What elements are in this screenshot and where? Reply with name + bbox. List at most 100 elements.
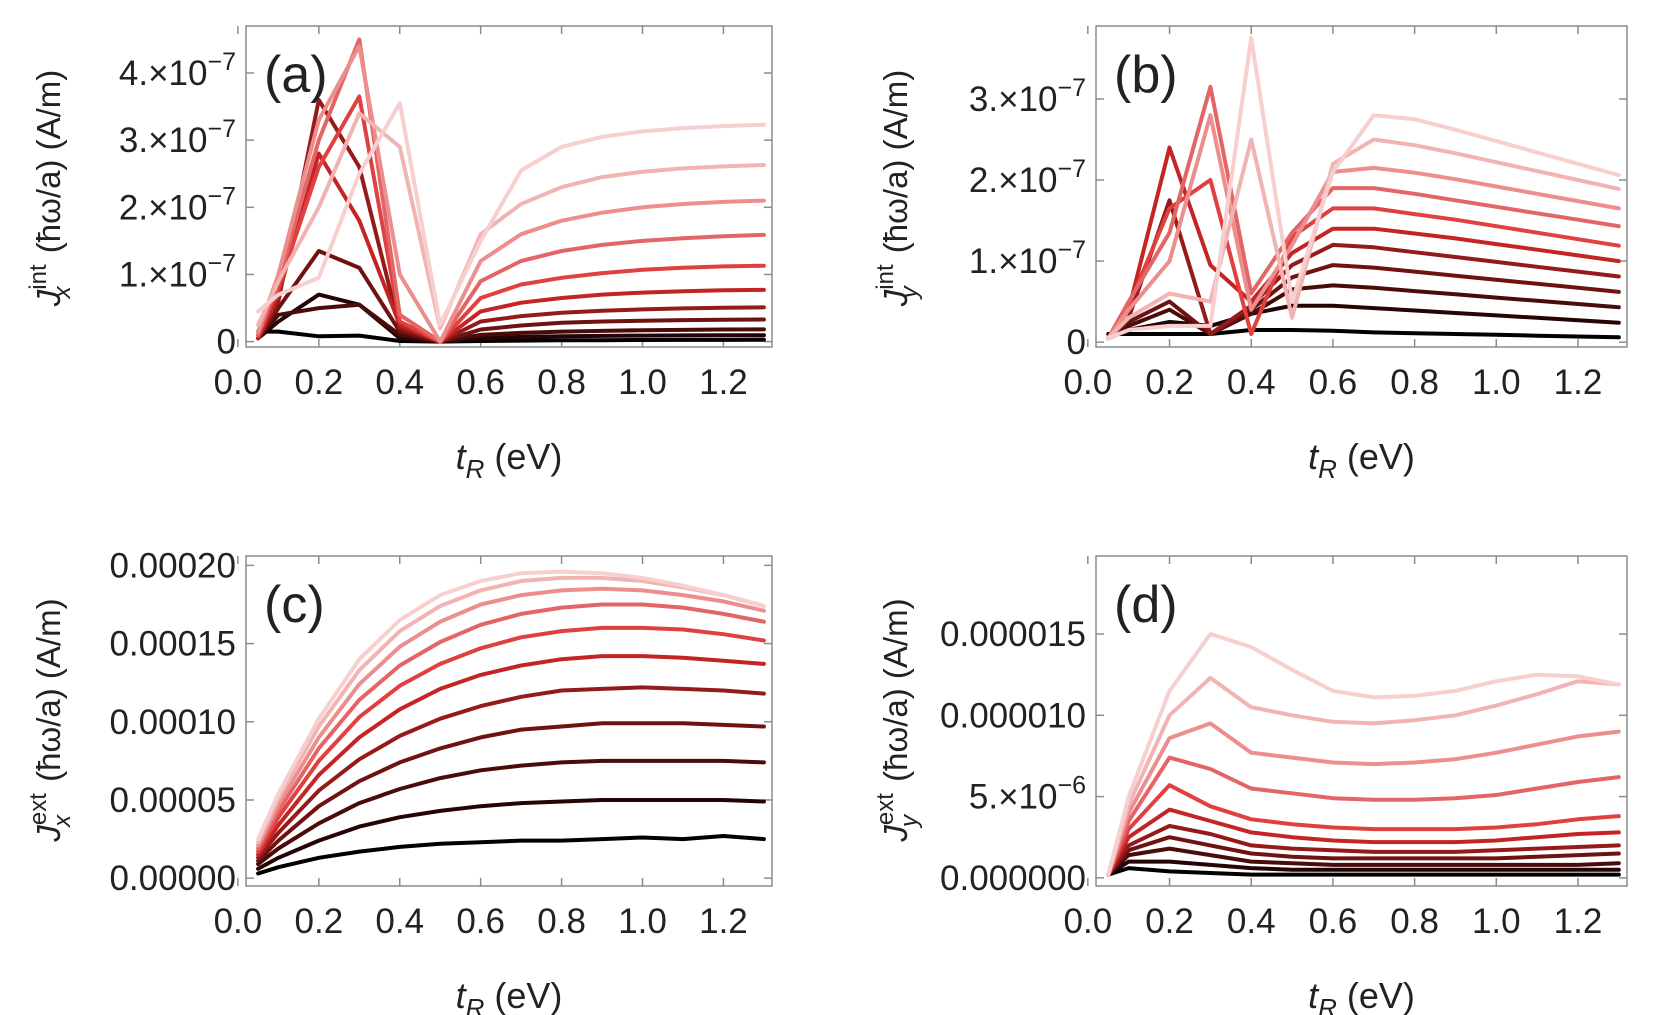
series-line-8	[1106, 84, 1621, 341]
y-tick-label-base: 1.×10	[969, 242, 1058, 281]
y-tick-label-base: 0.00005	[109, 781, 236, 820]
x-tick-label-text: 0.2	[1145, 363, 1194, 402]
series-line-11	[1106, 36, 1621, 341]
x-axis-label: tR (eV)	[1308, 975, 1415, 1015]
series-line-4	[1106, 835, 1621, 877]
x-tick-label-text: 0.8	[1390, 363, 1439, 402]
y-tick-label: 2.×10−7	[969, 155, 1086, 200]
panel-b: 0.0 0.2 0.4 0.6 0.8 1.0 1.201.×10−72.×10−73.×1…	[872, 25, 1628, 484]
panel-tag-text: (d)	[1114, 576, 1178, 634]
y-tick-label-exponent: −7	[1057, 155, 1086, 183]
series-line-8	[256, 602, 766, 851]
y-tick-label: 0.00015	[109, 625, 236, 664]
y-tick-label-base: 0.00020	[109, 546, 236, 585]
x-tick-label-text: 0.6	[456, 902, 505, 941]
series-line-4	[256, 721, 766, 863]
y-tick-label-base: 3.×10	[119, 121, 208, 160]
y-tick-label-base: 0.000000	[940, 859, 1086, 898]
y-tick-label-exponent: −7	[207, 182, 236, 210]
x-tick-label-text: 0.4	[375, 902, 424, 941]
series-line-11	[1106, 632, 1621, 877]
x-axis-label-main: t	[456, 436, 468, 477]
x-tick-label-text: 1.0	[1472, 902, 1521, 941]
y-axis-label-unit: (ħω/a) (A/m)	[877, 598, 914, 791]
y-tick-label-base: 0	[1067, 323, 1086, 362]
x-tick-label: 0.0	[1064, 902, 1113, 941]
x-tick-label-text: 0.0	[214, 902, 263, 941]
x-axis-label: tR (eV)	[456, 436, 563, 484]
series-line-9	[1106, 113, 1621, 341]
x-tick-label-text: 1.0	[618, 363, 667, 402]
y-axis-label-unit: (ħω/a) (A/m)	[30, 598, 67, 791]
y-tick-label: 0.00000	[109, 859, 236, 898]
y-tick-label-base: 0	[217, 323, 236, 362]
x-tick-label-text: 0.6	[1309, 902, 1358, 941]
y-tick-label-base: 2.×10	[119, 188, 208, 227]
x-tick-label: 0.2	[1145, 363, 1194, 402]
y-axis-label-unit: (ħω/a) (A/m)	[30, 70, 67, 263]
x-tick-label: 0.4	[1227, 902, 1276, 941]
x-tick-label-text: 0.2	[1145, 902, 1194, 941]
panel-tag-text: (b)	[1114, 46, 1178, 104]
x-tick-label: 0.4	[1227, 363, 1276, 402]
y-tick-label: 2.×10−7	[119, 182, 236, 227]
y-tick-label-base: 2.×10	[969, 161, 1058, 200]
x-tick-label: 0.2	[295, 902, 344, 941]
y-axis-label-subscript: x	[49, 285, 76, 299]
y-axis-label-main: J	[30, 825, 67, 843]
y-axis-label-superscript: ext	[25, 793, 52, 825]
series-line-1	[1106, 866, 1621, 877]
y-tick-label: 0	[1067, 323, 1086, 362]
y-axis-label-main: J	[30, 289, 67, 307]
series-line-3	[256, 302, 766, 344]
panel-d: 0.0 0.2 0.4 0.6 0.8 1.0 1.2 0.000000 5.×10−6 0.00…	[872, 555, 1628, 1015]
series-line-8	[256, 37, 766, 344]
y-tick-label-exponent: −7	[207, 249, 236, 277]
y-tick-label: 4.×10−7	[119, 48, 236, 93]
panel-tag-text: (a)	[264, 46, 328, 104]
x-axis-label-unit: (eV)	[484, 436, 562, 477]
series-line-5	[1106, 198, 1621, 341]
x-axis-label-main: t	[456, 975, 468, 1015]
series-line-10	[1106, 675, 1621, 877]
y-axis-label-superscript: ext	[872, 793, 899, 825]
series-line-2	[1106, 303, 1621, 341]
y-tick-label: 3.×10−7	[119, 115, 236, 160]
y-axis-label-subscript: y	[896, 284, 923, 300]
series-line-6	[1106, 807, 1621, 877]
x-tick-label-text: 0.4	[375, 363, 424, 402]
y-tick-label: 0.000000	[940, 859, 1086, 898]
series-line-8	[1106, 755, 1621, 877]
series-line-11	[256, 569, 766, 842]
y-tick-label: 3.×10−7	[969, 74, 1086, 119]
plot-frame	[245, 555, 773, 887]
y-axis-label-main: J	[877, 825, 914, 843]
x-tick-label: 0.0	[214, 902, 263, 941]
x-tick-label: 0.2	[295, 363, 344, 402]
x-tick-label: 0.6	[1309, 902, 1358, 941]
x-tick-label: 0.8	[537, 363, 586, 402]
x-axis-label-unit: (eV)	[1337, 436, 1415, 477]
y-tick-label: 0.00005	[109, 781, 236, 820]
y-tick-label-base: 0.00015	[109, 625, 236, 664]
series-line-3	[256, 758, 766, 867]
x-tick-label: 0.8	[1390, 363, 1439, 402]
x-axis-label-subscript: R	[1318, 454, 1337, 484]
series-line-2	[1106, 859, 1621, 877]
plot-frame	[1095, 25, 1628, 348]
y-tick-label-base: 0.00000	[109, 859, 236, 898]
x-axis-label: tR (eV)	[456, 975, 563, 1015]
y-tick-label-base: 0.000015	[940, 615, 1086, 654]
x-axis-label-main: t	[1308, 975, 1320, 1015]
x-tick-label-text: 0.0	[214, 363, 263, 402]
plot-frame	[1095, 555, 1628, 887]
x-tick-label-text: 0.6	[1309, 363, 1358, 402]
series-line-11	[256, 101, 766, 327]
x-tick-label: 0.4	[375, 902, 424, 941]
x-tick-label: 1.0	[618, 902, 667, 941]
x-tick-label-text: 0.4	[1227, 363, 1276, 402]
panel-tag: (c)	[264, 576, 325, 634]
y-tick-label: 0.00010	[109, 703, 236, 742]
x-tick-label: 0.4	[375, 363, 424, 402]
series-line-7	[1106, 783, 1621, 877]
